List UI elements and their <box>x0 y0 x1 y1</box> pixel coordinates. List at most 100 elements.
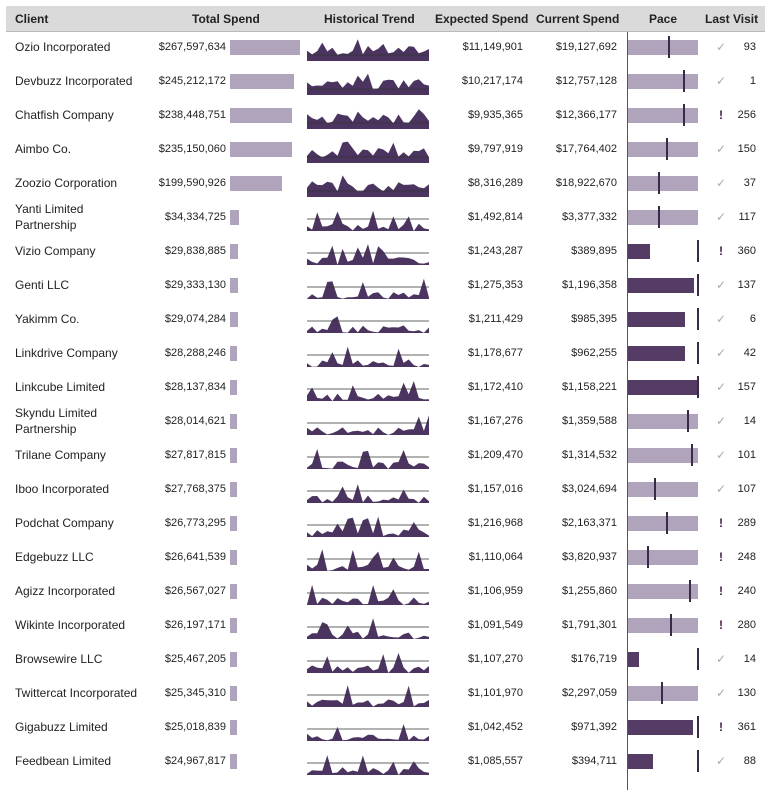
current-spend-value: $3,024,694 <box>561 483 617 495</box>
current-spend-value: $389,895 <box>571 245 617 257</box>
trend-area <box>307 381 429 401</box>
total-spend-value: $24,967,817 <box>164 755 226 767</box>
trend-area <box>307 73 429 95</box>
last-visit-days: 107 <box>737 483 756 495</box>
trend-area <box>307 316 429 333</box>
header-pace[interactable]: Pace <box>649 12 678 26</box>
header-historical-trend[interactable]: Historical Trend <box>324 12 415 26</box>
total-spend-value: $28,014,621 <box>164 415 226 427</box>
current-spend-value: $3,377,332 <box>561 211 617 223</box>
pace-target-tick <box>683 104 686 126</box>
check-icon: ✓ <box>715 346 727 360</box>
table-row[interactable]: Linkcube Limited $28,137,834 $1,172,410 $1,… <box>0 370 771 404</box>
table-row[interactable]: Ozio Incorporated $267,597,634 $11,149,901… <box>0 30 771 64</box>
expected-spend-value: $1,167,276 <box>467 415 523 427</box>
total-spend-value: $26,567,027 <box>164 585 226 597</box>
trend-area <box>307 109 429 129</box>
table-row[interactable]: Linkdrive Company $28,288,246 $1,178,677 $9… <box>0 336 771 370</box>
pace-bar <box>628 584 698 599</box>
check-icon: ✓ <box>715 210 727 224</box>
client-name: Aimbo Co. <box>15 142 72 156</box>
table-row[interactable]: Vizio Company $29,838,885 $1,243,287 $389,8… <box>0 234 771 268</box>
current-spend-value: $2,297,059 <box>561 687 617 699</box>
last-visit-days: 361 <box>737 721 756 733</box>
header-current-spend[interactable]: Current Spend <box>536 12 620 26</box>
table-row[interactable]: Twittercat Incorporated $25,345,310 $1,101… <box>0 676 771 710</box>
table-row[interactable]: Browsewire LLC $25,467,205 $1,107,270 $176,… <box>0 642 771 676</box>
total-spend-value: $26,773,295 <box>164 517 226 529</box>
check-icon: ✓ <box>715 312 727 326</box>
table-row[interactable]: Feedbean Limited $24,967,817 $1,085,557 $39… <box>0 744 771 778</box>
pace-bar <box>628 482 698 497</box>
pace-target-tick <box>687 410 690 432</box>
client-name: Genti LLC <box>15 278 70 292</box>
total-spend-bar <box>230 448 238 463</box>
total-spend-bar <box>230 686 237 701</box>
table-row[interactable]: Skyndu Limited Partnership $28,014,621 $1,… <box>0 404 771 438</box>
expected-spend-value: $1,107,270 <box>467 653 523 665</box>
historical-trend-sparkline <box>307 278 429 299</box>
total-spend-value: $27,817,815 <box>164 449 226 461</box>
historical-trend-sparkline <box>307 584 429 605</box>
current-spend-value: $176,719 <box>571 653 617 665</box>
historical-trend-sparkline <box>307 175 429 197</box>
header-expected-spend[interactable]: Expected Spend <box>435 12 529 26</box>
table-row[interactable]: Genti LLC $29,333,130 $1,275,353 $1,196,358… <box>0 268 771 302</box>
table-row[interactable]: Gigabuzz Limited $25,018,839 $1,042,452 $97… <box>0 710 771 744</box>
client-name: Ozio Incorporated <box>15 40 111 54</box>
historical-trend-sparkline <box>307 141 429 163</box>
expected-spend-value: $9,797,919 <box>467 143 523 155</box>
trend-area <box>307 584 429 605</box>
table-row[interactable]: Trilane Company $27,817,815 $1,209,470 $1,3… <box>0 438 771 472</box>
check-icon: ✓ <box>715 448 727 462</box>
total-spend-bar <box>230 618 237 633</box>
current-spend-value: $3,820,937 <box>561 551 617 563</box>
historical-trend-sparkline <box>307 316 429 333</box>
table-row[interactable]: Chatfish Company $238,448,751 $9,935,365 $1… <box>0 98 771 132</box>
last-visit-days: 88 <box>743 755 756 767</box>
table-row[interactable]: Podchat Company $26,773,295 $1,216,968 $2,1… <box>0 506 771 540</box>
pace-bar <box>628 652 640 667</box>
expected-spend-value: $1,209,470 <box>467 449 523 461</box>
total-spend-value: $26,641,539 <box>164 551 226 563</box>
table-row[interactable]: Zoozio Corporation $199,590,926 $8,316,289… <box>0 166 771 200</box>
table-row[interactable]: Yakimm Co. $29,074,284 $1,211,429 $985,395 ✓… <box>0 302 771 336</box>
table-row[interactable]: Wikinte Incorporated $26,197,171 $1,091,54… <box>0 608 771 642</box>
client-name: Zoozio Corporation <box>15 176 118 190</box>
table-row[interactable]: Aimbo Co. $235,150,060 $9,797,919 $17,764,4… <box>0 132 771 166</box>
header-total-spend[interactable]: Total Spend <box>192 12 260 26</box>
last-visit-days: 42 <box>743 347 756 359</box>
total-spend-value: $29,333,130 <box>164 279 226 291</box>
trend-area <box>307 415 429 435</box>
pace-target-tick <box>688 580 691 602</box>
table-row[interactable]: Iboo Incorporated $27,768,375 $1,157,016 $3… <box>0 472 771 506</box>
client-name: Twittercat Incorporated <box>15 686 138 700</box>
table-row[interactable]: Yanti Limited Partnership $34,334,725 $1,4… <box>0 200 771 234</box>
table-row[interactable]: Devbuzz Incorporated $245,212,172 $10,217,… <box>0 64 771 98</box>
last-visit-days: 150 <box>737 143 756 155</box>
check-icon: ✓ <box>715 482 727 496</box>
expected-spend-value: $1,157,016 <box>467 483 523 495</box>
pace-target-tick <box>667 36 670 58</box>
alert-icon: ! <box>719 108 723 122</box>
last-visit-days: 37 <box>743 177 756 189</box>
client-name: Feedbean Limited <box>15 754 112 768</box>
historical-trend-sparkline <box>307 73 429 95</box>
pace-target-tick <box>665 138 668 160</box>
trend-area <box>307 210 429 231</box>
table-row[interactable]: Agizz Incorporated $26,567,027 $1,106,959 $… <box>0 574 771 608</box>
total-spend-value: $238,448,751 <box>158 109 226 121</box>
header-client[interactable]: Client <box>15 12 49 26</box>
pace-target-tick <box>697 308 699 330</box>
table-row[interactable]: Edgebuzz LLC $26,641,539 $1,110,064 $3,820,… <box>0 540 771 574</box>
client-name: Chatfish Company <box>15 108 114 122</box>
client-name: Edgebuzz LLC <box>15 550 94 564</box>
check-icon: ✓ <box>715 380 727 394</box>
header-last-visit[interactable]: Last Visit <box>705 12 759 26</box>
pace-target-tick <box>697 240 699 262</box>
expected-spend-value: $1,275,353 <box>467 279 523 291</box>
current-spend-value: $12,366,177 <box>555 109 617 121</box>
trend-area <box>307 516 429 537</box>
pace-bar <box>628 40 698 55</box>
